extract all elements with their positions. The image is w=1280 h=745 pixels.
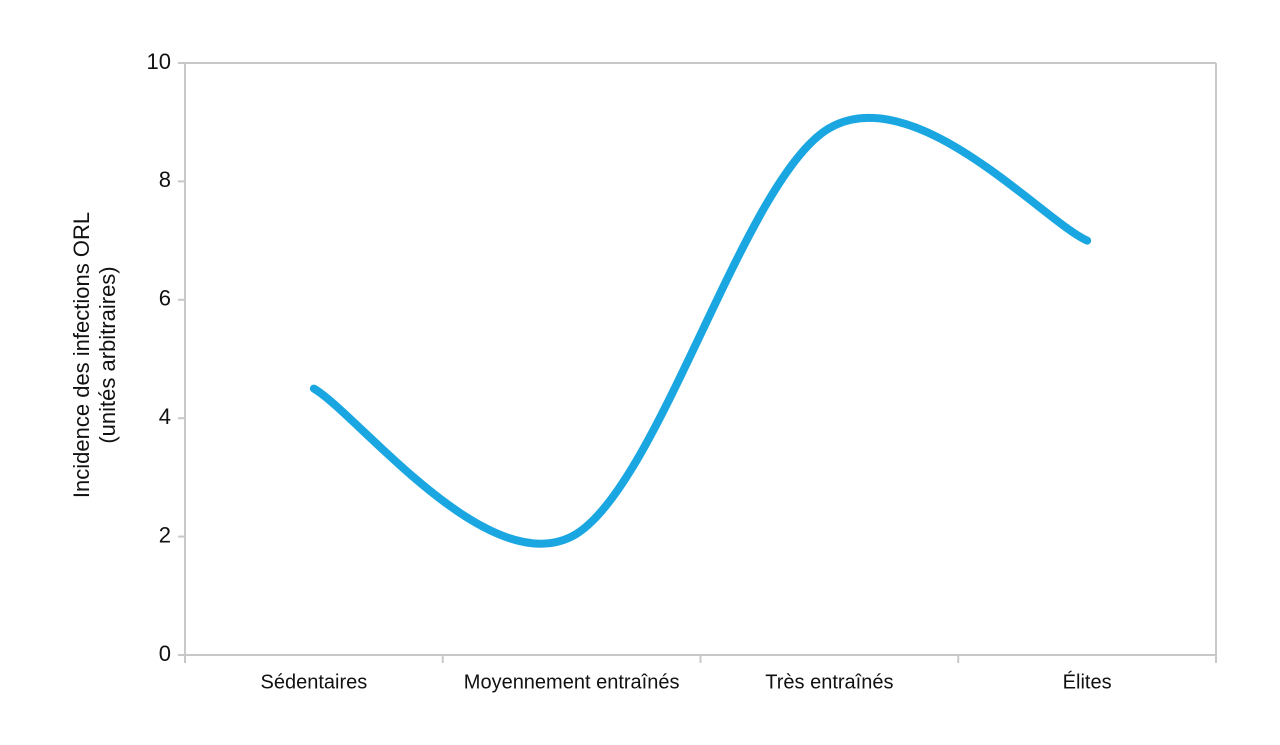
y-label-line: Incidence des infections ORL: [69, 212, 94, 498]
y-tick-label: 8: [159, 167, 171, 192]
x-tick-label: Moyennement entraînés: [464, 671, 680, 693]
y-tick-label: 10: [147, 49, 171, 74]
x-tick-label: Élites: [1063, 670, 1112, 693]
y-tick-label: 0: [159, 641, 171, 666]
data-line: [309, 113, 1092, 548]
x-tick-label: Sédentaires: [261, 671, 368, 693]
y-tick-label: 6: [159, 286, 171, 311]
y-label-line: (unités arbitraires): [95, 266, 120, 443]
y-tick-label: 4: [159, 404, 171, 429]
y-tick-label: 2: [159, 522, 171, 547]
y-axis-title: Incidence des infections ORL (unités arb…: [69, 212, 120, 498]
x-tick-label: Très entraînés: [765, 671, 893, 693]
